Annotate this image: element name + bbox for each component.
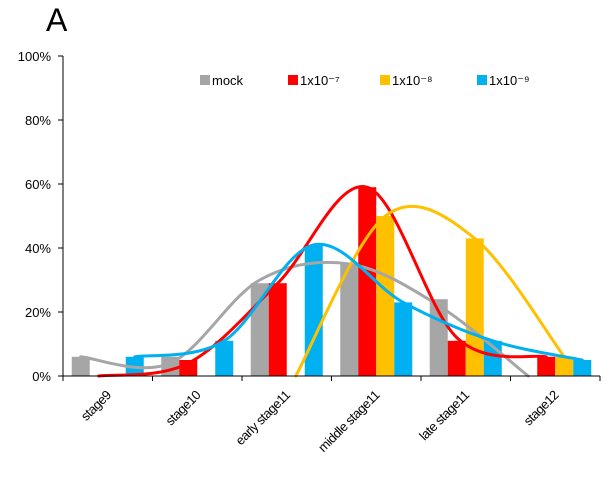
panel-label: A [46, 2, 68, 38]
x-tick-label: middle stage11 [315, 387, 383, 455]
smooth-line-1x10 [294, 204, 566, 378]
x-tick-label: early stage11 [232, 387, 293, 448]
y-tick-label: 80% [25, 113, 51, 128]
legend-swatch-1x10 [288, 75, 298, 85]
bar-1x10-middle-stage11 [394, 302, 413, 376]
bar-mock-stage9 [71, 356, 90, 376]
legend-swatch-1x10 [380, 75, 390, 85]
smooth-line-mock [79, 260, 530, 378]
smooth-line-1x10 [97, 185, 548, 378]
legend-label-1x10: 1x10⁻⁷ [300, 73, 340, 88]
x-tick-label: stage9 [78, 387, 114, 423]
bar-1x10-early-stage11 [304, 244, 323, 376]
bar-1x10-stage12 [555, 356, 574, 376]
bar-1x10-late-stage11 [465, 238, 484, 376]
legend: mock 1x10⁻⁷ 1x10⁻⁸ 1x10⁻⁹ [200, 73, 530, 88]
bar-1x10-early-stage11 [268, 283, 287, 376]
legend-swatch-mock [200, 75, 210, 85]
bar-mock-middle-stage11 [340, 264, 359, 376]
bar-1x10-late-stage11 [447, 340, 466, 376]
bar-1x10-stage12 [537, 356, 556, 376]
x-tick-label: stage12 [521, 387, 562, 428]
y-tick-label: 20% [25, 305, 51, 320]
legend-swatch-1x10 [477, 75, 487, 85]
x-tick-label: stage10 [163, 387, 204, 428]
y-tick-label: 0% [32, 369, 51, 384]
bar-1x10-stage10 [215, 340, 234, 376]
smooth-line-1x10 [133, 242, 584, 362]
bar-1x10-middle-stage11 [358, 187, 377, 376]
y-tick-label: 40% [25, 241, 51, 256]
legend-label-mock: mock [212, 73, 244, 88]
smooth-lines-layer [79, 185, 584, 378]
bar-1x10-middle-stage11 [376, 216, 395, 376]
y-tick-label: 60% [25, 177, 51, 192]
x-tick-label: late stage11 [416, 387, 472, 443]
bars-layer [71, 187, 592, 376]
y-tick-label: 100% [18, 49, 52, 64]
legend-label-1x10: 1x10⁻⁹ [489, 73, 530, 88]
bar-1x10-stage12 [573, 360, 592, 376]
legend-label-1x10: 1x10⁻⁸ [392, 73, 433, 88]
bar-mock-early-stage11 [250, 283, 269, 376]
